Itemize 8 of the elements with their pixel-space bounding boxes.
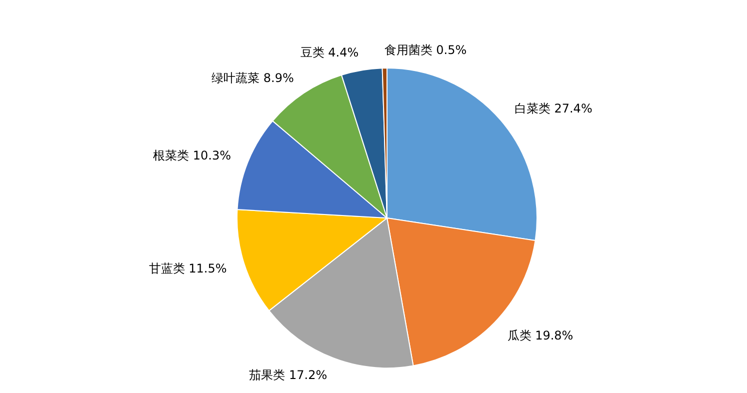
slice-label: 绿叶蔬菜 8.9% — [212, 71, 294, 86]
slice-label: 根菜类 10.3% — [153, 148, 231, 163]
slice-label: 瓜类 19.8% — [507, 328, 574, 342]
slice-label: 甘蓝类 11.5% — [148, 261, 227, 276]
slice-label: 豆类 4.4% — [300, 45, 359, 60]
slice-label: 白菜类 27.4% — [514, 101, 592, 116]
slice-label: 食用菌类 0.5% — [384, 43, 467, 58]
slice-label: 茄果类 17.2% — [249, 368, 328, 382]
